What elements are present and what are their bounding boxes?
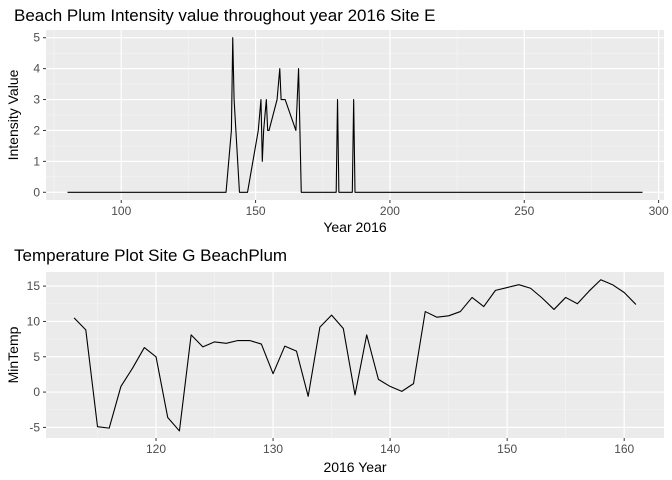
y-tick-label: 5 <box>33 31 40 45</box>
y-tick-label: -5 <box>29 420 40 434</box>
y-tick-label: 15 <box>27 279 41 293</box>
y-tick-label: 4 <box>33 62 40 76</box>
y-axis-title: Intensity Value <box>5 69 21 160</box>
temperature-line-chart: 120 130 140 150 160 -5 0 5 10 15 2016 Year MinTemp <box>5 272 664 475</box>
x-tick-label: 250 <box>514 204 534 218</box>
y-axis-title: MinTemp <box>5 326 21 383</box>
temperature-series-line <box>73 279 637 432</box>
y-tick-label: 2 <box>33 123 40 137</box>
x-tick-label: 130 <box>263 442 283 456</box>
x-tick-label: 200 <box>380 204 400 218</box>
x-tick-label: 100 <box>111 204 131 218</box>
y-tick-label: 3 <box>33 93 40 107</box>
chart-2-title: Temperature Plot Site G BeachPlum <box>14 246 288 265</box>
x-axis-title: Year 2016 <box>323 219 387 235</box>
plot-panel <box>46 272 664 438</box>
x-tick-label: 160 <box>614 442 634 456</box>
y-tick-label: 0 <box>33 185 40 199</box>
y-tick-label: 0 <box>33 385 40 399</box>
x-tick-label: 300 <box>649 204 669 218</box>
y-tick-label: 1 <box>33 154 40 168</box>
chart-1-title: Beach Plum Intensity value throughout ye… <box>14 6 436 25</box>
y-tick-label: 10 <box>27 314 41 328</box>
x-tick-label: 140 <box>380 442 400 456</box>
x-tick-label: 120 <box>146 442 166 456</box>
intensity-series-line <box>67 37 643 193</box>
intensity-line-chart: 100 150 200 250 300 0 1 2 3 4 5 Year 2016 Intensity … <box>5 30 669 235</box>
x-axis-title: 2016 Year <box>323 459 386 475</box>
x-tick-label: 150 <box>497 442 517 456</box>
y-tick-label: 5 <box>33 350 40 364</box>
x-tick-label: 150 <box>246 204 266 218</box>
